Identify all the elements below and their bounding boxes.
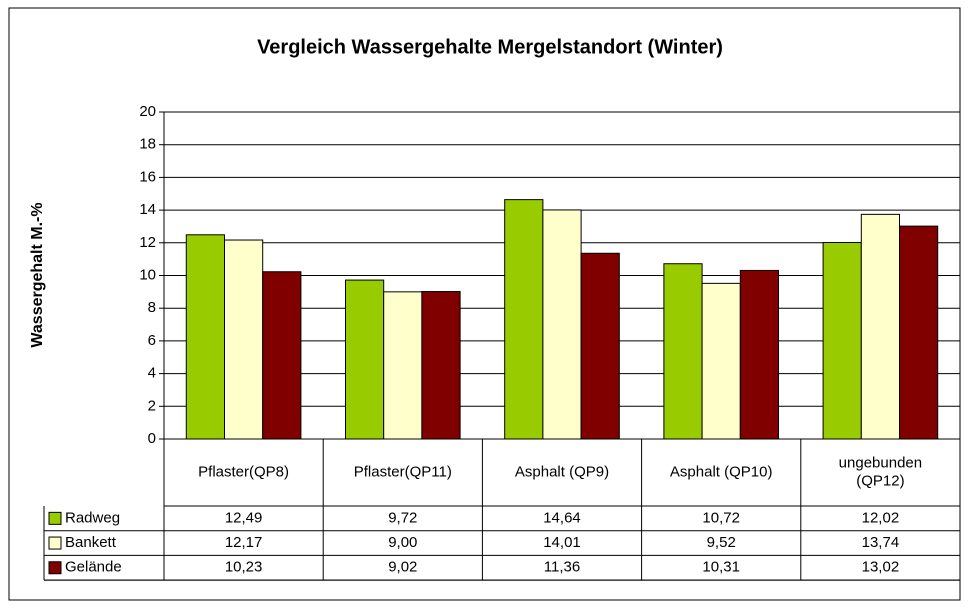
bar xyxy=(701,282,741,440)
bar xyxy=(185,234,225,440)
data-label: 12,17 xyxy=(225,534,263,551)
y-tick-label: 10 xyxy=(139,266,156,283)
y-tick-label: 12 xyxy=(139,234,156,251)
x-tick-label: Pflaster(QP11) xyxy=(354,463,452,480)
data-label: 10,72 xyxy=(702,509,740,526)
x-tick-label: ungebunden (QP12) xyxy=(839,454,922,489)
y-tick-label: 6 xyxy=(148,332,156,349)
bar xyxy=(822,241,862,440)
legend-swatch xyxy=(48,511,62,525)
chart-title: Vergleich Wassergehalte Mergelstandort (… xyxy=(257,36,723,58)
data-label: 12,02 xyxy=(862,509,900,526)
data-label: 9,00 xyxy=(388,534,417,551)
y-tick-label: 8 xyxy=(148,299,156,316)
y-tick-label: 18 xyxy=(139,136,156,153)
y-tick-label: 14 xyxy=(139,201,156,218)
data-label: 12,49 xyxy=(225,509,263,526)
bar xyxy=(663,263,703,440)
legend-swatch xyxy=(48,536,62,550)
bar xyxy=(860,213,901,440)
chart-border xyxy=(8,7,961,601)
y-axis-label: Wassergehalt M.-% xyxy=(29,202,46,347)
y-tick-label: 4 xyxy=(148,365,156,382)
bar xyxy=(504,199,544,440)
bar xyxy=(899,225,939,440)
bar xyxy=(421,291,461,440)
data-label: 9,72 xyxy=(388,509,417,526)
x-tick-label: Pflaster(QP8) xyxy=(198,463,289,480)
bar xyxy=(223,239,264,440)
data-label: 10,31 xyxy=(702,559,740,576)
y-tick-label: 0 xyxy=(148,430,156,447)
bar xyxy=(580,252,620,440)
x-tick-label: Asphalt (QP9) xyxy=(515,463,609,480)
bar xyxy=(383,291,423,440)
legend-label: Gelände xyxy=(65,559,122,576)
bar xyxy=(542,209,582,440)
data-label: 13,74 xyxy=(862,534,900,551)
data-label: 9,52 xyxy=(707,534,736,551)
data-label: 10,23 xyxy=(225,559,263,576)
y-tick-label: 16 xyxy=(139,168,156,185)
y-tick-label: 2 xyxy=(148,397,156,414)
legend-label: Radweg xyxy=(65,509,120,526)
bar xyxy=(739,269,780,440)
data-label: 11,36 xyxy=(544,559,580,576)
legend-label: Bankett xyxy=(65,534,117,551)
data-label: 13,02 xyxy=(862,559,900,576)
y-tick-label: 20 xyxy=(139,103,156,120)
x-tick-label: Asphalt (QP10) xyxy=(670,463,773,480)
data-label: 9,02 xyxy=(388,559,417,576)
legend-swatch xyxy=(48,561,62,575)
bar xyxy=(262,271,302,440)
bar xyxy=(344,279,385,440)
data-label: 14,01 xyxy=(543,534,581,551)
data-label: 14,64 xyxy=(543,509,581,526)
